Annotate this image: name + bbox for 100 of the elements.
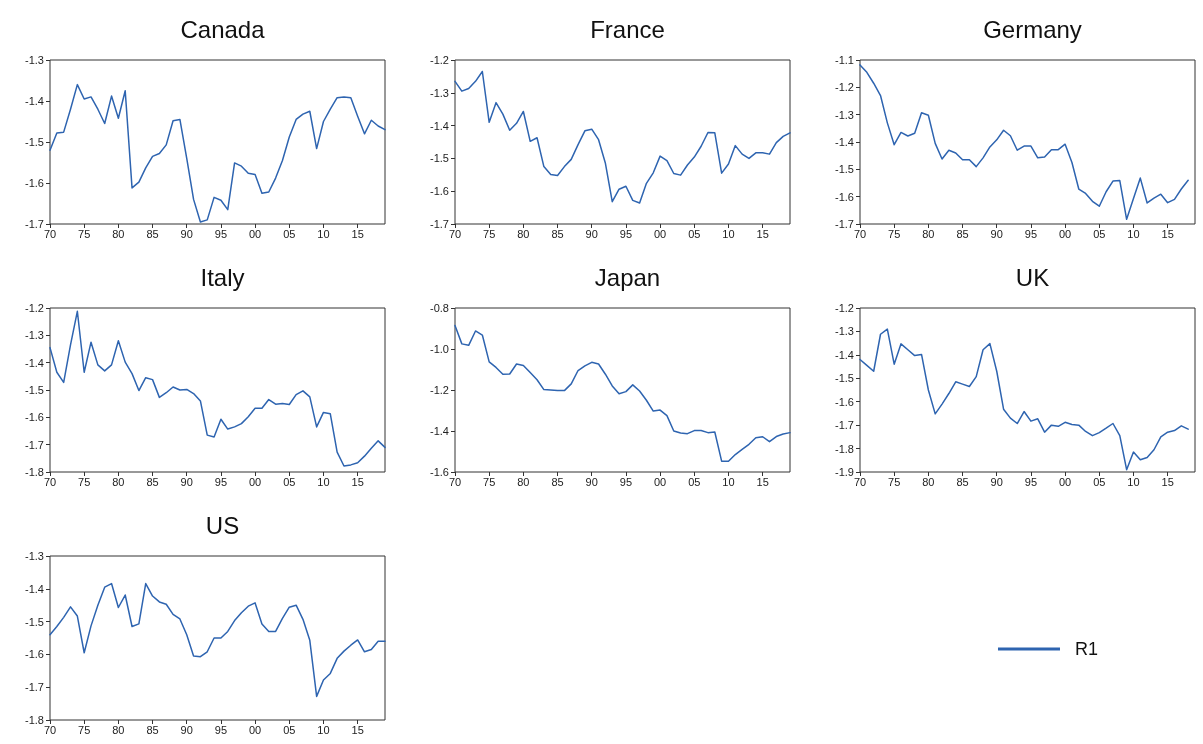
x-tick-label: 15 xyxy=(351,227,364,240)
line-series xyxy=(49,83,386,223)
y-tick-label: -1.4 xyxy=(25,356,44,369)
y-tick-label: -1.1 xyxy=(835,54,854,66)
y-tick-label: -1.3 xyxy=(835,325,854,338)
chart-title: Italy xyxy=(200,263,245,291)
y-tick-label: -1.5 xyxy=(430,152,449,165)
x-tick-label: 00 xyxy=(1058,227,1072,240)
y-tick-label: -1.8 xyxy=(25,466,44,478)
legend-label: R1 xyxy=(1074,638,1099,659)
line-series xyxy=(859,328,1189,471)
y-tick-label: -1.7 xyxy=(835,419,854,432)
x-tick-label: 95 xyxy=(214,227,228,240)
x-tick-label: 95 xyxy=(619,475,633,488)
x-tick-label: 05 xyxy=(688,475,701,488)
y-tick-label: -1.5 xyxy=(25,136,44,148)
x-tick-label: 05 xyxy=(283,723,296,736)
x-tick-label: 05 xyxy=(1093,475,1106,488)
line-series xyxy=(49,310,386,467)
y-tick-label: -1.7 xyxy=(25,438,44,451)
y-tick-label: -1.3 xyxy=(430,86,449,99)
y-tick-label: -1.4 xyxy=(835,348,854,361)
y-tick-label: -1.2 xyxy=(430,54,449,66)
x-tick-label: 95 xyxy=(1024,227,1038,240)
y-tick-label: -1.4 xyxy=(430,425,449,437)
y-tick-label: -1.6 xyxy=(430,185,449,198)
x-tick-label: 70 xyxy=(448,227,462,240)
x-tick-label: 10 xyxy=(722,475,735,488)
chart-title: Germany xyxy=(983,15,1082,43)
y-tick-label: -1.6 xyxy=(25,177,44,189)
y-tick-label: -1.4 xyxy=(25,95,44,107)
x-tick-label: 75 xyxy=(78,723,91,736)
y-tick-label: -1.5 xyxy=(25,384,44,396)
y-tick-label: -1.5 xyxy=(835,163,854,176)
chart-title: UK xyxy=(1015,263,1050,291)
y-tick-label: -1.4 xyxy=(430,119,449,132)
y-tick-label: -1.6 xyxy=(25,648,44,661)
y-tick-label: -1.9 xyxy=(835,466,854,478)
x-tick-label: 80 xyxy=(922,227,935,240)
x-tick-label: 00 xyxy=(248,723,262,736)
y-tick-label: -1.7 xyxy=(25,681,44,694)
x-tick-label: 05 xyxy=(283,227,296,240)
x-tick-label: 90 xyxy=(585,475,598,488)
y-tick-label: -1.8 xyxy=(835,442,854,455)
x-tick-label: 15 xyxy=(1161,475,1174,488)
x-tick-label: 75 xyxy=(78,227,91,240)
x-tick-label: 80 xyxy=(517,227,530,240)
y-tick-label: -1.6 xyxy=(25,411,44,424)
x-tick-label: 90 xyxy=(990,475,1003,488)
y-tick-label: -0.8 xyxy=(430,302,449,314)
x-tick-label: 10 xyxy=(317,475,330,488)
x-tick-label: 80 xyxy=(922,475,935,488)
x-tick-label: 90 xyxy=(180,475,193,488)
x-tick-label: 75 xyxy=(483,475,496,488)
y-tick-label: -1.3 xyxy=(25,54,44,66)
y-tick-label: -1.6 xyxy=(430,466,449,478)
x-tick-label: 15 xyxy=(1161,227,1174,240)
x-tick-label: 70 xyxy=(43,723,57,736)
x-tick-label: 10 xyxy=(1127,475,1140,488)
y-tick-label: -1.5 xyxy=(835,372,854,385)
x-tick-label: 85 xyxy=(551,227,564,240)
x-tick-label: 75 xyxy=(78,475,91,488)
y-tick-label: -1.2 xyxy=(835,81,854,94)
line-series xyxy=(859,64,1189,221)
x-tick-label: 15 xyxy=(351,723,364,736)
y-tick-label: -1.2 xyxy=(25,302,44,314)
x-tick-label: 80 xyxy=(517,475,530,488)
y-tick-label: -1.4 xyxy=(835,136,854,148)
x-tick-label: 70 xyxy=(43,227,57,240)
y-tick-label: -1.6 xyxy=(835,190,854,203)
x-tick-label: 75 xyxy=(888,475,901,488)
y-tick-label: -1.3 xyxy=(25,329,44,342)
x-tick-label: 85 xyxy=(551,475,564,488)
x-tick-label: 90 xyxy=(180,227,193,240)
x-tick-label: 15 xyxy=(756,227,769,240)
x-tick-label: 95 xyxy=(619,227,633,240)
line-series xyxy=(454,324,791,463)
x-tick-label: 85 xyxy=(146,475,159,488)
x-tick-label: 85 xyxy=(956,475,969,488)
chart-title: Japan xyxy=(594,263,661,291)
y-tick-label: -1.6 xyxy=(835,395,854,408)
x-tick-label: 15 xyxy=(756,475,769,488)
x-tick-label: 10 xyxy=(1127,227,1140,240)
x-tick-label: 85 xyxy=(956,227,969,240)
line-series xyxy=(49,582,386,698)
x-tick-label: 90 xyxy=(180,723,193,736)
x-tick-label: 15 xyxy=(351,475,364,488)
x-tick-label: 10 xyxy=(317,723,330,736)
x-tick-label: 90 xyxy=(585,227,598,240)
y-tick-label: -1.4 xyxy=(25,582,44,595)
x-tick-label: 85 xyxy=(146,227,159,240)
x-tick-label: 05 xyxy=(283,475,296,488)
x-tick-label: 95 xyxy=(214,723,228,736)
y-tick-label: -1.7 xyxy=(430,218,449,230)
x-tick-label: 70 xyxy=(853,227,867,240)
x-tick-label: 00 xyxy=(653,475,667,488)
x-tick-label: 70 xyxy=(43,475,57,488)
chart-title: Canada xyxy=(180,15,266,43)
x-tick-label: 80 xyxy=(112,227,125,240)
x-tick-label: 90 xyxy=(990,227,1003,240)
